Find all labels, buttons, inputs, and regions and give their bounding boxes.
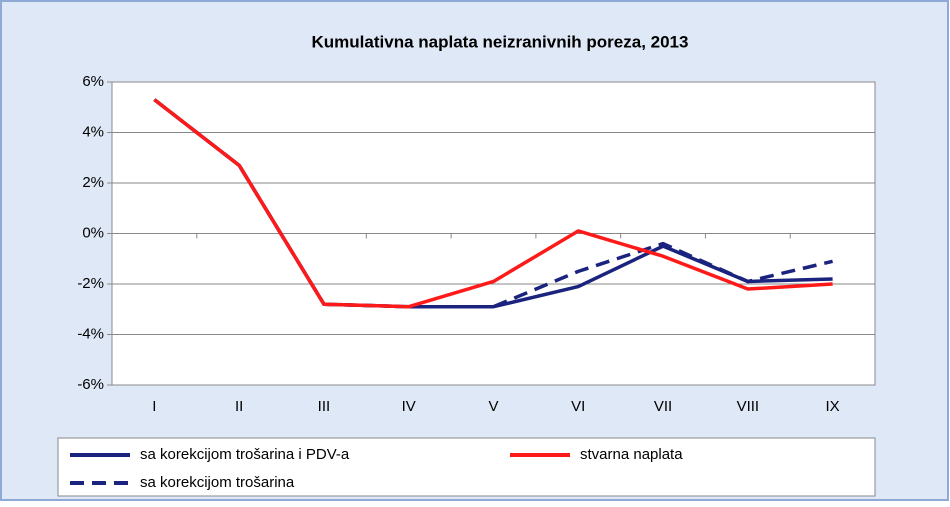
y-tick-label: 2% [82,174,104,191]
legend [57,437,876,497]
legend-label: sa korekcijom trošarina [140,474,295,491]
y-tick-label: -2% [77,275,104,292]
y-tick-label: -4% [77,325,104,342]
x-tick-label: IX [826,398,840,415]
x-tick-label: VI [571,398,585,415]
y-tick-label: 6% [82,73,104,90]
x-tick-label: VIII [737,398,760,415]
y-tick-label: 4% [82,123,104,140]
x-tick-label: V [488,398,498,415]
x-tick-label: IV [402,398,416,415]
y-tick-label: -6% [77,376,104,393]
y-tick-label: 0% [82,224,104,241]
x-tick-label: II [235,398,243,415]
series-line [153,98,833,309]
legend-label: stvarna naplata [580,446,683,463]
x-tick-label: VII [654,398,672,415]
x-tick-label: III [318,398,331,415]
chart-title: Kumulativna naplata neizranivnih poreza,… [312,32,689,51]
x-tick-label: I [152,398,156,415]
legend-label: sa korekcijom trošarina i PDV-a [140,446,350,463]
